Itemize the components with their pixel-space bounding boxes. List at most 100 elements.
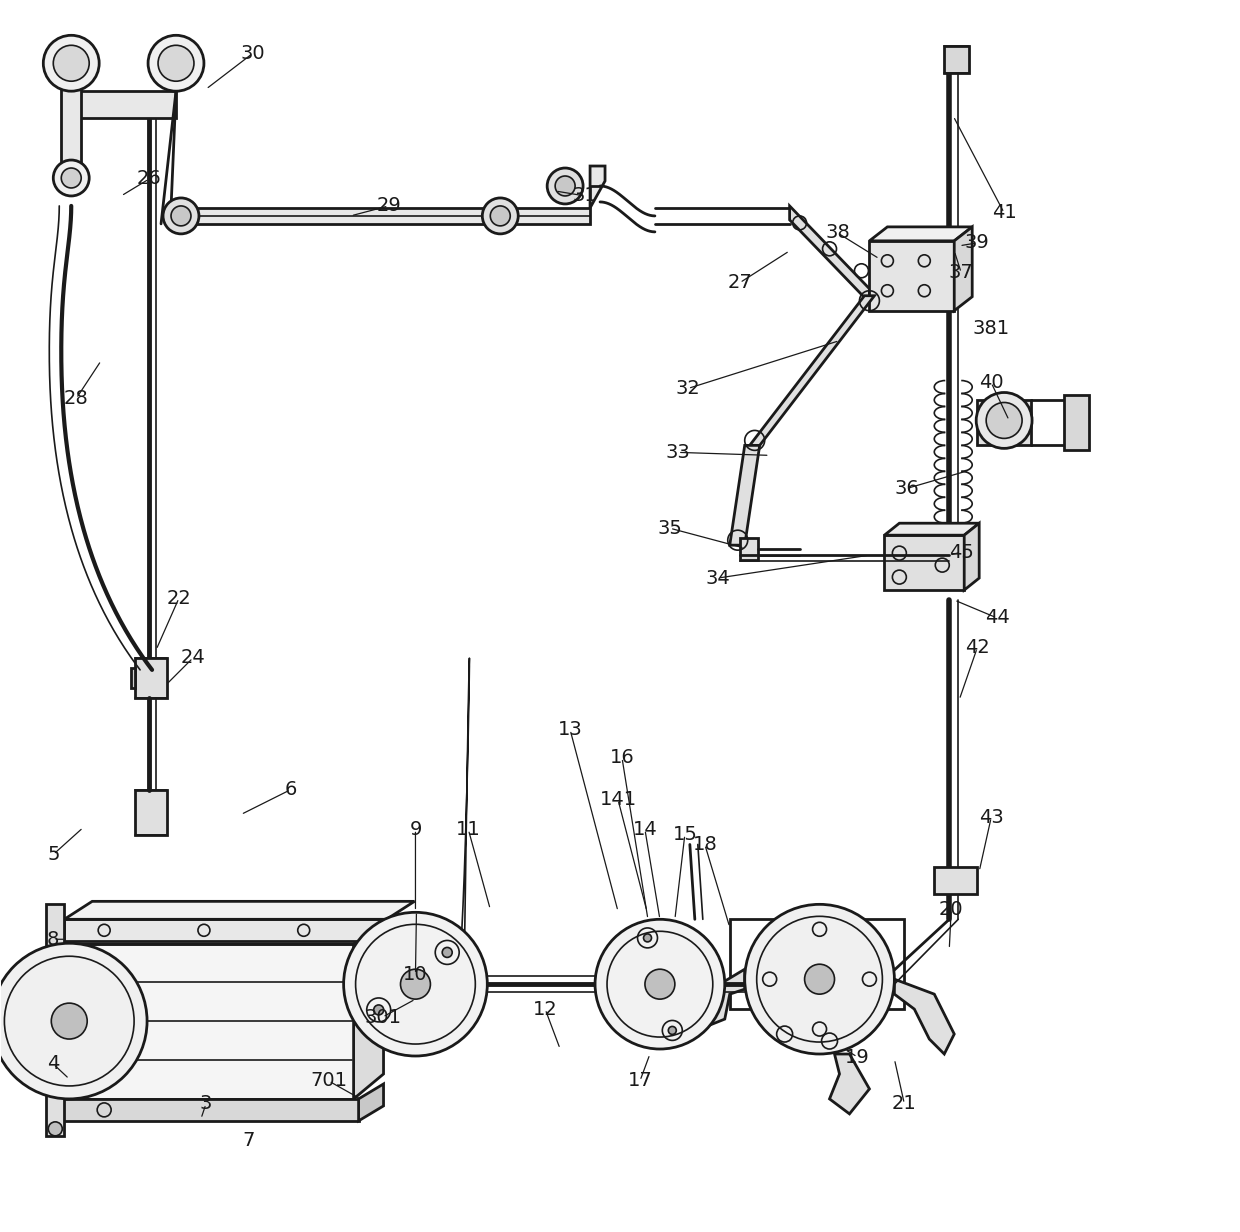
- Text: 20: 20: [939, 899, 963, 919]
- Circle shape: [443, 947, 453, 957]
- Text: 15: 15: [672, 825, 697, 844]
- Polygon shape: [750, 296, 874, 446]
- Text: 701: 701: [310, 1072, 347, 1090]
- Text: 42: 42: [965, 638, 990, 658]
- Circle shape: [986, 403, 1022, 439]
- Polygon shape: [69, 944, 353, 1099]
- Text: 45: 45: [949, 542, 973, 562]
- Circle shape: [61, 168, 81, 188]
- Circle shape: [401, 970, 430, 999]
- Circle shape: [171, 206, 191, 225]
- Polygon shape: [965, 524, 980, 590]
- Circle shape: [556, 176, 575, 196]
- Polygon shape: [869, 240, 955, 310]
- Polygon shape: [830, 1055, 869, 1114]
- Polygon shape: [694, 970, 745, 1029]
- Text: 8: 8: [47, 930, 60, 949]
- Text: 141: 141: [599, 790, 636, 809]
- Text: 27: 27: [728, 274, 753, 292]
- Text: 11: 11: [456, 821, 481, 839]
- Polygon shape: [1064, 395, 1089, 451]
- Text: 18: 18: [692, 835, 717, 854]
- Text: 13: 13: [558, 721, 583, 739]
- Polygon shape: [730, 446, 760, 546]
- Circle shape: [668, 1026, 676, 1035]
- Circle shape: [157, 46, 193, 81]
- Polygon shape: [166, 208, 590, 224]
- Text: 37: 37: [949, 264, 973, 282]
- Polygon shape: [60, 1099, 358, 1121]
- Circle shape: [745, 904, 894, 1055]
- Text: 33: 33: [666, 442, 691, 462]
- Circle shape: [595, 919, 724, 1048]
- Polygon shape: [590, 166, 605, 208]
- Polygon shape: [934, 867, 977, 894]
- Polygon shape: [358, 1084, 383, 1121]
- Polygon shape: [977, 400, 1032, 446]
- Text: 40: 40: [978, 373, 1003, 392]
- Circle shape: [482, 198, 518, 234]
- Text: 6: 6: [284, 780, 296, 800]
- Polygon shape: [790, 206, 869, 303]
- Text: 32: 32: [676, 379, 701, 398]
- Text: 17: 17: [627, 1072, 652, 1090]
- Polygon shape: [131, 668, 135, 687]
- Text: 4: 4: [47, 1055, 60, 1073]
- Text: 301: 301: [365, 1008, 401, 1026]
- Text: 29: 29: [376, 196, 401, 216]
- Circle shape: [547, 168, 583, 205]
- Circle shape: [162, 198, 198, 234]
- Circle shape: [644, 934, 651, 942]
- Circle shape: [148, 36, 203, 91]
- Polygon shape: [135, 790, 167, 834]
- Text: 5: 5: [47, 845, 60, 864]
- Polygon shape: [61, 63, 81, 184]
- Polygon shape: [46, 904, 64, 1136]
- Text: 10: 10: [403, 965, 428, 983]
- Text: 12: 12: [533, 999, 558, 1019]
- Circle shape: [373, 1005, 383, 1015]
- Circle shape: [53, 46, 89, 81]
- Text: 381: 381: [972, 319, 1009, 338]
- Text: 44: 44: [985, 609, 1009, 627]
- Polygon shape: [71, 91, 176, 118]
- Polygon shape: [69, 919, 383, 944]
- Text: 19: 19: [846, 1047, 869, 1067]
- Text: 7: 7: [243, 1131, 255, 1151]
- Polygon shape: [955, 227, 972, 310]
- Polygon shape: [884, 524, 980, 535]
- Polygon shape: [869, 227, 972, 240]
- Text: 3: 3: [200, 1094, 212, 1114]
- Text: 43: 43: [978, 808, 1003, 827]
- Text: 21: 21: [892, 1094, 916, 1114]
- Text: 26: 26: [136, 170, 161, 188]
- Text: 34: 34: [706, 569, 730, 588]
- Circle shape: [43, 36, 99, 91]
- Text: 28: 28: [63, 389, 88, 408]
- Text: 9: 9: [409, 821, 422, 839]
- Circle shape: [48, 1122, 62, 1136]
- Polygon shape: [884, 535, 965, 590]
- Circle shape: [490, 206, 510, 225]
- Text: 39: 39: [965, 233, 990, 253]
- Circle shape: [53, 160, 89, 196]
- Polygon shape: [740, 538, 758, 561]
- Text: 22: 22: [166, 589, 191, 607]
- Text: 31: 31: [573, 186, 598, 206]
- Circle shape: [976, 393, 1032, 448]
- Text: 41: 41: [992, 203, 1017, 223]
- Text: 14: 14: [632, 821, 657, 839]
- Polygon shape: [64, 902, 414, 919]
- Text: 24: 24: [181, 648, 206, 668]
- Text: 30: 30: [241, 44, 265, 63]
- Polygon shape: [135, 658, 167, 697]
- Text: 38: 38: [825, 223, 849, 243]
- Polygon shape: [64, 919, 387, 941]
- Circle shape: [0, 944, 148, 1099]
- Circle shape: [343, 913, 487, 1056]
- Circle shape: [645, 970, 675, 999]
- Text: 16: 16: [610, 748, 635, 768]
- Circle shape: [51, 1003, 87, 1039]
- Text: 35: 35: [657, 519, 682, 537]
- Polygon shape: [945, 47, 970, 73]
